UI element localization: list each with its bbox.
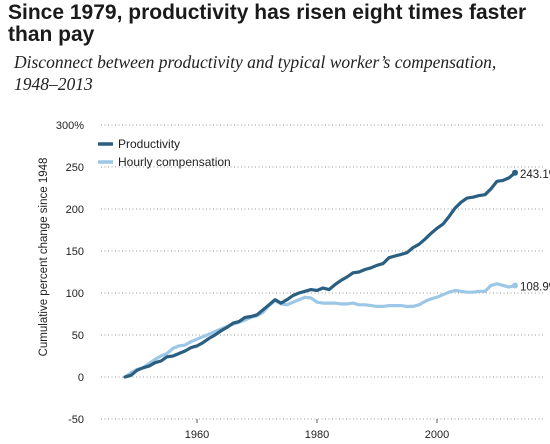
chart-title: Since 1979, productivity has risen eight… [8, 1, 527, 46]
series-end-point [512, 282, 518, 289]
y-axis-label: Cumulative percent change since 1948 [38, 158, 50, 357]
series-end-label: 243.1% [520, 169, 550, 181]
y-tick-label: 0 [78, 372, 84, 384]
legend-label: Productivity [118, 137, 180, 151]
y-tick-label: 50 [72, 330, 84, 342]
y-tick-label: 300% [56, 120, 84, 132]
series-line-productivity [123, 171, 517, 379]
x-tick-label: 1980 [305, 429, 329, 441]
x-tick-label: 2000 [425, 429, 449, 441]
series-line-hourly-compensation [123, 282, 517, 379]
series-lines [123, 171, 517, 379]
series-end-label: 108.9% [520, 282, 550, 294]
legend: Productivity Hourly compensation [98, 137, 231, 169]
y-tick-label: 150 [66, 246, 84, 258]
gridlines [101, 124, 545, 420]
chart-subtitle: Disconnect between productivity and typi… [14, 52, 497, 94]
end-labels: 243.1% 108.9% [512, 169, 550, 294]
x-axis-ticks: 1960 1980 2000 [185, 419, 449, 441]
legend-label: Hourly compensation [118, 155, 231, 169]
y-tick-label: 100 [66, 288, 84, 300]
y-axis-ticks: -50 0 50 100 150 200 250 300% [56, 120, 84, 426]
y-tick-label: 250 [66, 162, 84, 174]
series-end-point [512, 169, 518, 176]
y-tick-label: 200 [66, 204, 84, 216]
y-tick-label: -50 [68, 414, 84, 426]
x-tick-label: 1960 [185, 429, 209, 441]
